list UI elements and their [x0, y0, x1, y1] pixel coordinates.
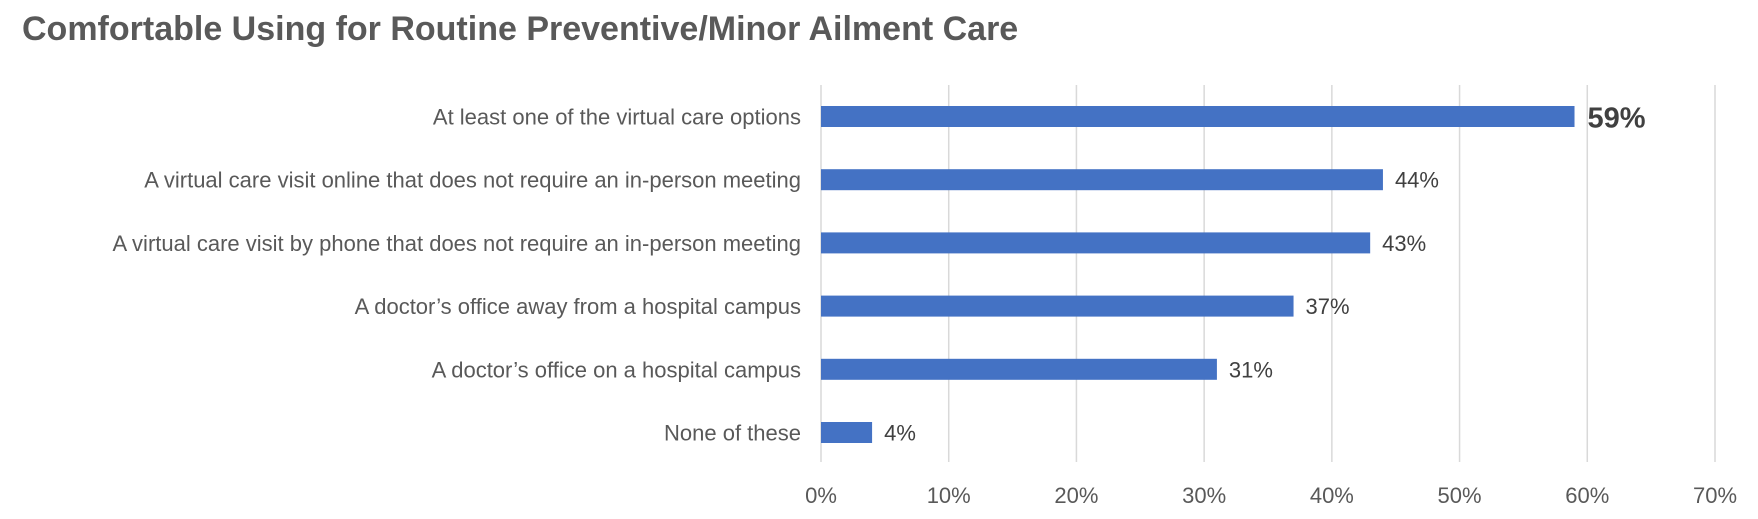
- data-labels: 59% 44% 43% 37% 31% 4%: [884, 103, 1646, 446]
- category-label: A doctor’s office away from a hospital c…: [355, 294, 801, 319]
- x-tick-label: 0%: [805, 483, 837, 508]
- bar: [821, 295, 1294, 317]
- category-label: None of these: [664, 421, 801, 446]
- gridlines: [820, 85, 1716, 462]
- x-tick-label: 10%: [927, 483, 971, 508]
- category-label: A doctor’s office on a hospital campus: [432, 357, 801, 382]
- bar: [821, 358, 1217, 380]
- x-tick-label: 60%: [1565, 483, 1609, 508]
- x-tick-label: 50%: [1438, 483, 1482, 508]
- category-label: A virtual care visit by phone that does …: [112, 231, 801, 256]
- x-tick-label: 40%: [1310, 483, 1354, 508]
- data-label: 44%: [1395, 168, 1439, 193]
- bar: [821, 169, 1383, 191]
- data-label: 31%: [1229, 357, 1273, 382]
- category-label: A virtual care visit online that does no…: [144, 168, 801, 193]
- data-label: 4%: [884, 421, 916, 446]
- category-labels: At least one of the virtual care options…: [112, 105, 801, 446]
- bar: [821, 232, 1371, 254]
- x-axis-tick-labels: 0% 10% 20% 30% 40% 50% 60% 70%: [805, 483, 1737, 508]
- chart-title: Comfortable Using for Routine Preventive…: [22, 10, 1019, 48]
- data-label: 43%: [1382, 231, 1426, 256]
- data-label: 37%: [1306, 294, 1350, 319]
- bar: [821, 106, 1575, 127]
- bar: [821, 422, 873, 443]
- data-label: 59%: [1588, 103, 1646, 135]
- category-label: At least one of the virtual care options: [433, 105, 801, 130]
- x-tick-label: 70%: [1693, 483, 1737, 508]
- x-tick-label: 20%: [1054, 483, 1098, 508]
- x-tick-label: 30%: [1182, 483, 1226, 508]
- bars: [821, 106, 1575, 443]
